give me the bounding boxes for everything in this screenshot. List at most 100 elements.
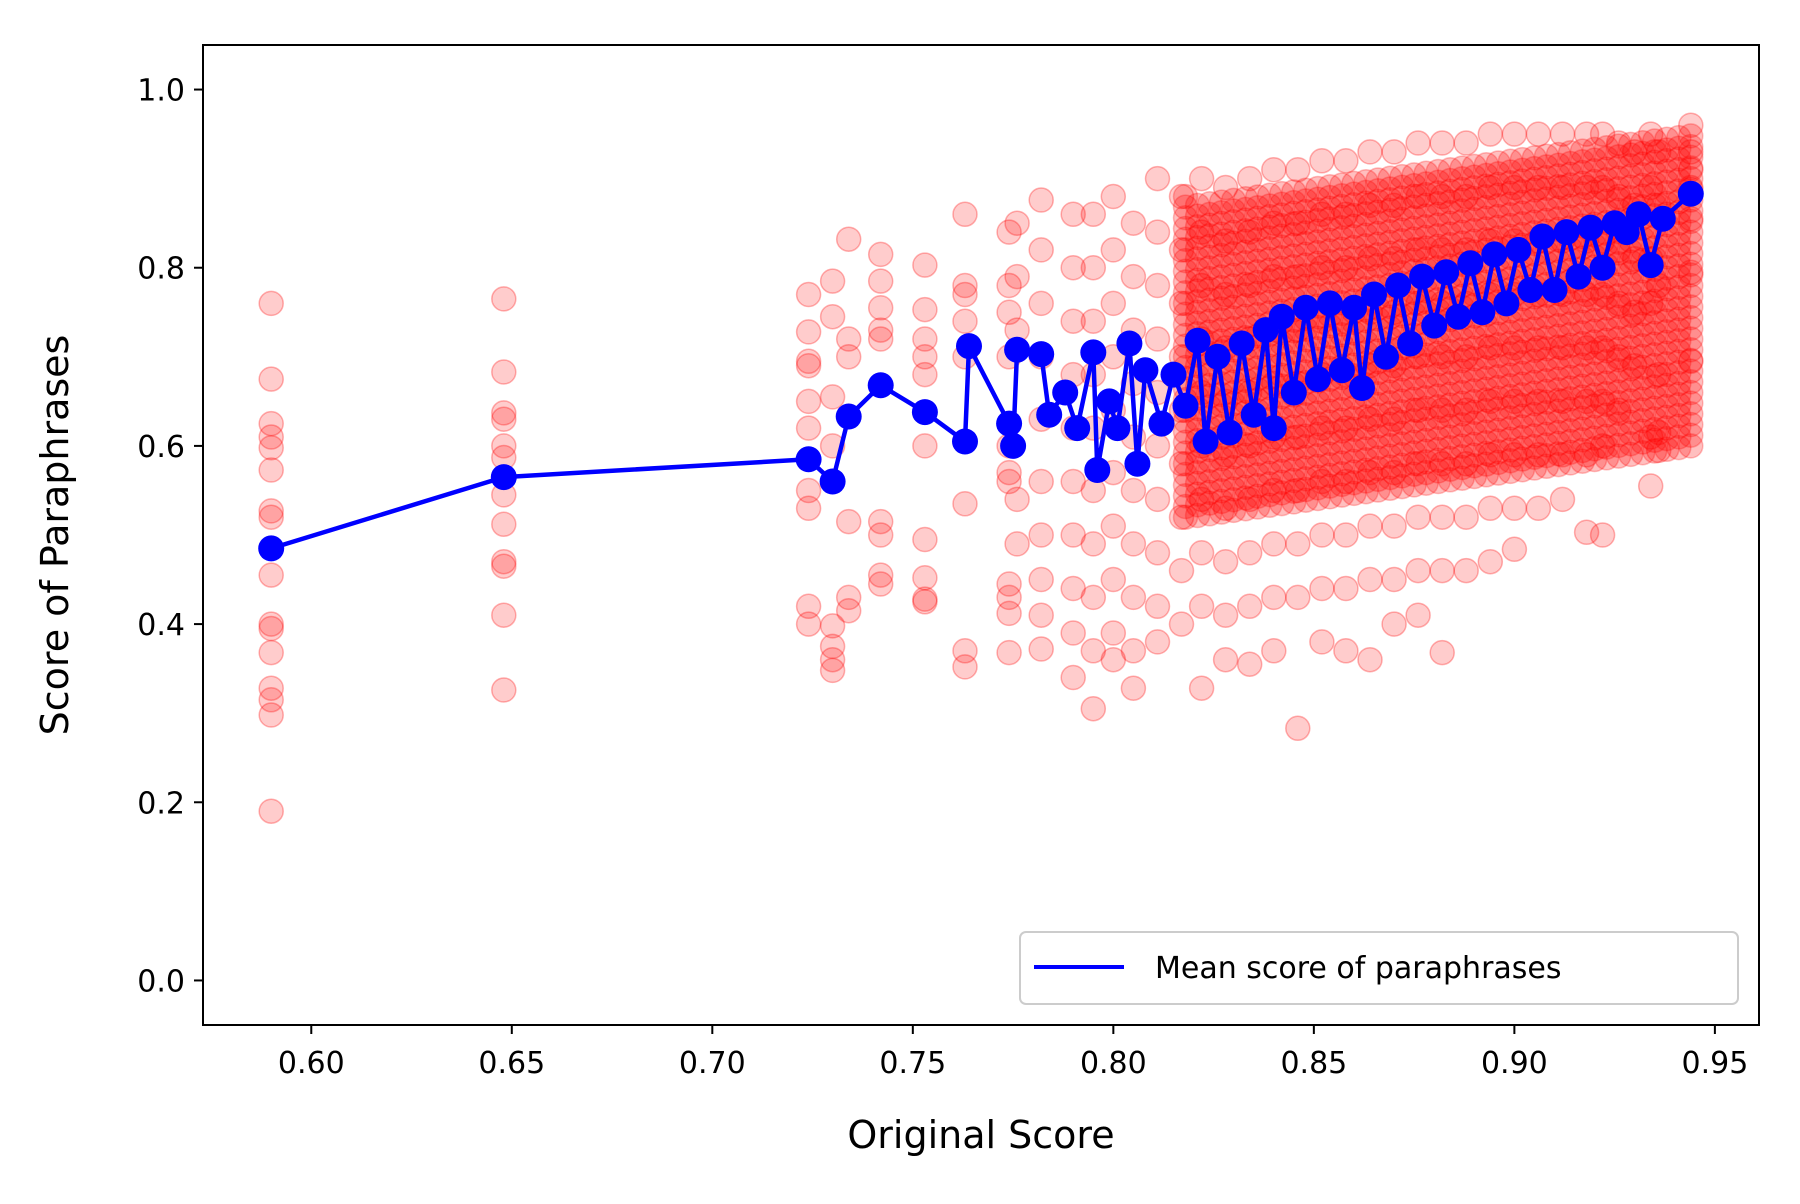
scatter-point (1357, 406, 1383, 432)
scatter-point-dense (1220, 305, 1247, 331)
scatter-point-dense (1256, 235, 1283, 262)
scatter-point (1645, 437, 1672, 464)
scatter-point (1285, 263, 1311, 290)
scatter-point (1637, 473, 1664, 499)
scatter-point-dense (1545, 398, 1572, 424)
scatter-point-dense (1353, 233, 1379, 259)
scatter-point (1605, 397, 1632, 424)
scatter-point-dense (1485, 460, 1512, 486)
scatter-point (1525, 174, 1552, 201)
scatter-point (1236, 540, 1263, 566)
scatter-point (1453, 183, 1479, 210)
scatter-point-dense (1413, 427, 1439, 454)
scatter-point-dense (1413, 384, 1439, 411)
mean-point (1541, 277, 1568, 303)
scatter-point-dense (1425, 351, 1451, 377)
scatter-point-dense (1437, 392, 1463, 418)
scatter-point-dense (1533, 442, 1560, 469)
scatter-point (1188, 165, 1215, 192)
scatter-point-dense (1533, 143, 1560, 169)
scatter-point-dense (1557, 161, 1584, 187)
scatter-point-dense (1497, 319, 1524, 346)
scatter-point (1381, 406, 1407, 432)
scatter-point-dense (1208, 456, 1235, 483)
scatter-point-dense (1581, 318, 1608, 344)
scatter-point-dense (1220, 262, 1247, 288)
scatter-point-dense (1377, 390, 1403, 416)
scatter-point-dense (1208, 499, 1235, 525)
scatter-point-dense (1341, 181, 1367, 207)
scatter-point-dense (1293, 434, 1319, 460)
scatter-point-dense (1461, 463, 1488, 490)
scatter-point (1100, 513, 1127, 539)
scatter-point-dense (1557, 140, 1584, 166)
scatter-point-dense (1329, 268, 1355, 295)
scatter-point-dense (1389, 452, 1415, 479)
scatter-point-dense (1305, 229, 1331, 255)
scatter-point-dense (1353, 190, 1379, 216)
mean-point (1192, 428, 1219, 455)
scatter-point (1453, 344, 1479, 370)
scatter-point (1144, 486, 1171, 513)
y-tick-label: 0.0 (137, 964, 185, 999)
scatter-point-dense (1196, 308, 1223, 335)
scatter-point-dense (1244, 430, 1271, 456)
scatter-point-dense (1425, 404, 1451, 431)
scatter-point (1477, 174, 1504, 201)
scatter-point-dense (1341, 266, 1367, 293)
scatter-point (1525, 442, 1552, 468)
scatter-point-dense (1437, 328, 1463, 354)
scatter-point-dense (1389, 431, 1415, 457)
scatter-point (1525, 335, 1552, 361)
scatter-point (1120, 210, 1147, 236)
scatter-point-dense (1365, 466, 1391, 493)
scatter-point-dense (1208, 253, 1235, 279)
scatter-point-dense (1317, 216, 1343, 243)
scatter-point-dense (1521, 166, 1548, 193)
mean-point (1445, 303, 1472, 330)
scatter-point-dense (1401, 365, 1427, 391)
scatter-point-dense (1232, 228, 1259, 255)
scatter-point (1236, 593, 1263, 620)
scatter-point-dense (1581, 393, 1608, 419)
scatter-point-dense (1329, 439, 1355, 466)
scatter-point (1236, 272, 1263, 299)
scatter-point-dense (1353, 404, 1379, 430)
scatter-point-dense (1569, 181, 1596, 207)
scatter-point-dense (1593, 327, 1620, 353)
scatter-point-dense (1449, 208, 1475, 235)
scatter-point-dense (1256, 471, 1283, 497)
scatter-point-dense (1305, 400, 1331, 426)
y-tick-label: 0.8 (137, 252, 185, 287)
scatter-point-dense (1196, 223, 1223, 249)
scatter-point-dense (1329, 428, 1355, 455)
scatter-point (1261, 210, 1287, 236)
scatter-point-dense (1461, 431, 1488, 458)
scatter-point-dense (1509, 424, 1536, 451)
scatter-point-dense (1317, 441, 1343, 467)
scatter-point (1004, 531, 1030, 557)
scatter-point-dense (1485, 332, 1512, 358)
scatter-point-dense (1473, 344, 1500, 370)
scatter-point-dense (1184, 203, 1211, 229)
scatter-point-dense (1365, 455, 1391, 482)
mean-point (1084, 457, 1111, 483)
scatter-point (1168, 557, 1195, 584)
scatter-point-dense (1413, 224, 1439, 251)
scatter-point-dense (1449, 155, 1475, 181)
scatter-point-dense (1557, 300, 1584, 326)
scatter-point-dense (1293, 209, 1319, 235)
scatter-point (1309, 522, 1335, 548)
mean-point (1148, 410, 1175, 437)
scatter-point-dense (1449, 347, 1475, 374)
scatter-point-dense (1317, 419, 1343, 446)
scatter-point-dense (1425, 222, 1451, 249)
scatter-point-dense (1497, 373, 1524, 399)
scatter-point-dense (1220, 497, 1247, 524)
scatter-point (1144, 219, 1171, 245)
scatter-point-dense (1437, 157, 1463, 183)
scatter-point-dense (1509, 317, 1536, 344)
scatter-point (1357, 513, 1383, 539)
scatter-point (867, 241, 894, 268)
